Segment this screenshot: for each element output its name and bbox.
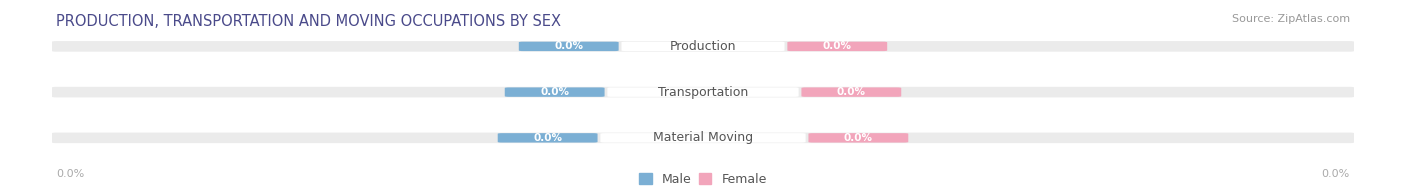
FancyBboxPatch shape (52, 41, 1354, 52)
Text: 0.0%: 0.0% (837, 87, 866, 97)
Text: Transportation: Transportation (658, 86, 748, 99)
FancyBboxPatch shape (519, 42, 619, 51)
Text: 0.0%: 0.0% (823, 41, 852, 51)
FancyBboxPatch shape (52, 87, 1354, 97)
FancyBboxPatch shape (621, 42, 785, 51)
FancyBboxPatch shape (600, 133, 806, 142)
FancyBboxPatch shape (52, 132, 1354, 143)
Text: PRODUCTION, TRANSPORTATION AND MOVING OCCUPATIONS BY SEX: PRODUCTION, TRANSPORTATION AND MOVING OC… (56, 14, 561, 29)
Legend: Male, Female: Male, Female (640, 173, 766, 186)
Text: 0.0%: 0.0% (533, 133, 562, 143)
Text: Production: Production (669, 40, 737, 53)
FancyBboxPatch shape (498, 133, 598, 142)
FancyBboxPatch shape (787, 42, 887, 51)
FancyBboxPatch shape (505, 87, 605, 97)
Text: 0.0%: 0.0% (56, 169, 84, 179)
Text: Source: ZipAtlas.com: Source: ZipAtlas.com (1232, 14, 1350, 24)
FancyBboxPatch shape (801, 87, 901, 97)
Text: 0.0%: 0.0% (554, 41, 583, 51)
FancyBboxPatch shape (607, 87, 799, 97)
Text: 0.0%: 0.0% (540, 87, 569, 97)
Text: 0.0%: 0.0% (844, 133, 873, 143)
Text: 0.0%: 0.0% (1322, 169, 1350, 179)
FancyBboxPatch shape (808, 133, 908, 142)
Text: Material Moving: Material Moving (652, 131, 754, 144)
